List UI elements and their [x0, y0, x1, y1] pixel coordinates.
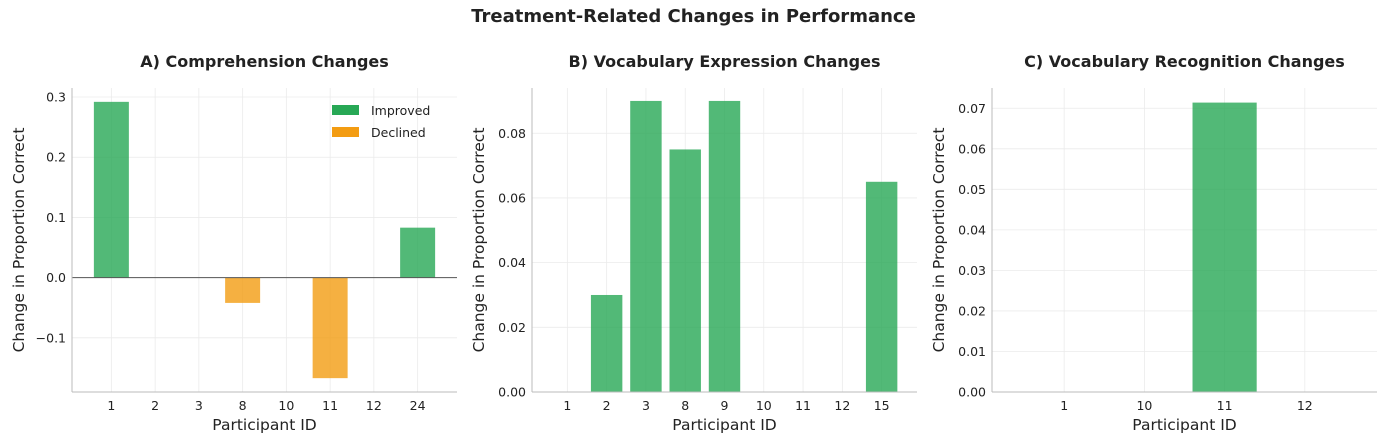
- y-tick-label: 0.1: [46, 210, 66, 225]
- y-tick-label: 0.03: [958, 263, 986, 278]
- bar-11: [312, 277, 348, 379]
- bar-8: [669, 149, 701, 392]
- x-tick-label: 3: [642, 398, 650, 413]
- y-axis-label: Change in Proportion Correct: [470, 128, 488, 353]
- legend-label-improved: Improved: [371, 103, 430, 118]
- y-tick-label: 0.02: [958, 303, 986, 318]
- chart-panel-2: 0.000.020.040.060.081 2 3 8 9 10 11 12 15B) Voca…: [470, 52, 917, 434]
- y-tick-label: 0.01: [958, 344, 986, 359]
- x-axis-label: Participant ID: [672, 416, 776, 434]
- x-tick-label: 11: [795, 398, 811, 413]
- x-tick-label: 12: [834, 398, 850, 413]
- x-tick-label: 12: [1297, 398, 1313, 413]
- x-tick-label: 1: [1060, 398, 1068, 413]
- figure-title: Treatment-Related Changes in Performance: [471, 6, 916, 27]
- y-tick-label: 0.06: [958, 141, 986, 156]
- chart-panel-3: 0.00 0.01 0.02 0.03 0.04 0.05 0.06 0.07 1 10 11 12 C…: [930, 52, 1377, 434]
- legend-swatch-declined: [332, 127, 359, 137]
- x-tick-label: 10: [278, 398, 294, 413]
- x-tick-label: 1: [107, 398, 115, 413]
- x-tick-label: 8: [239, 398, 247, 413]
- y-tick-label: 0.3: [46, 90, 66, 105]
- x-tick-label: 24: [410, 398, 426, 413]
- y-tick-label: 0.04: [958, 222, 986, 237]
- x-tick-label: 8: [681, 398, 689, 413]
- panel-title: C) Vocabulary Recognition Changes: [1024, 52, 1345, 71]
- x-tick-label: 2: [603, 398, 611, 413]
- x-axis-label: Participant ID: [212, 416, 316, 434]
- y-tick-label: 0.06: [498, 190, 526, 205]
- legend-label-declined: Declined: [371, 125, 426, 140]
- y-tick-label: 0.0: [46, 270, 66, 285]
- x-tick-label: 2: [151, 398, 159, 413]
- x-tick-label: 3: [195, 398, 203, 413]
- y-tick-label: 0.05: [958, 182, 986, 197]
- x-tick-label: 11: [322, 398, 338, 413]
- bar-1: [93, 101, 129, 278]
- bar-8: [225, 277, 261, 303]
- x-tick-label: 9: [721, 398, 729, 413]
- bar-2: [590, 294, 623, 392]
- chart-panel-1: −0.10.00.10.20.31 2 3 8 10 11 12 24A) Comprehen…: [10, 52, 457, 434]
- y-tick-label: 0.07: [958, 101, 986, 116]
- bar-9: [708, 100, 741, 393]
- y-tick-label: 0.08: [498, 126, 526, 141]
- x-tick-label: 1: [563, 398, 571, 413]
- y-tick-label: 0.2: [46, 150, 66, 165]
- bar-15: [865, 181, 898, 392]
- x-tick-label: 15: [874, 398, 890, 413]
- x-tick-label: 10: [1136, 398, 1152, 413]
- y-tick-label: 0.00: [498, 385, 526, 400]
- bar-3: [630, 100, 662, 393]
- x-axis-label: Participant ID: [1132, 416, 1236, 434]
- y-axis-label: Change in Proportion Correct: [10, 128, 28, 353]
- legend-swatch-improved: [332, 105, 359, 115]
- panel-title: B) Vocabulary Expression Changes: [569, 52, 881, 71]
- y-tick-label: 0.04: [498, 255, 526, 270]
- x-tick-label: 11: [1217, 398, 1233, 413]
- y-tick-label: 0.02: [498, 320, 526, 335]
- x-tick-label: 12: [366, 398, 382, 413]
- bar-24: [400, 227, 436, 278]
- y-tick-label: −0.1: [36, 330, 66, 345]
- bar-11: [1192, 102, 1257, 392]
- panel-title: A) Comprehension Changes: [140, 52, 389, 71]
- x-tick-label: 10: [756, 398, 772, 413]
- y-tick-label: 0.00: [958, 385, 986, 400]
- legend: Improved Declined: [332, 103, 430, 140]
- y-axis-label: Change in Proportion Correct: [930, 128, 948, 353]
